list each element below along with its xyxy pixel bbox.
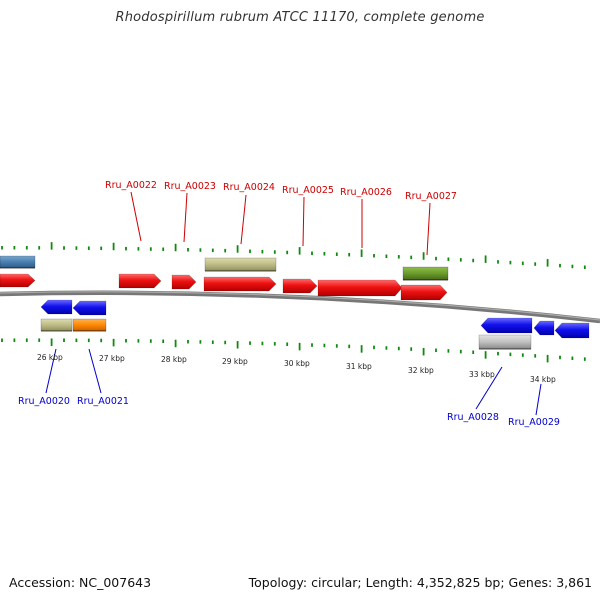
cds-reverse-arrow[interactable] (533, 320, 555, 336)
feature-block-gray[interactable] (478, 334, 532, 350)
kbp-label: 30 kbp (284, 359, 310, 368)
feature-block-orange[interactable] (72, 318, 107, 332)
genome-title: Rhodospirillum rubrum ATCC 11170, comple… (115, 10, 485, 25)
cds-forward-arrow[interactable] (0, 273, 36, 288)
cds-forward-arrow[interactable] (317, 279, 403, 297)
label-leader-line (130, 191, 142, 242)
genome-info-label: Topology: circular; Length: 4,352,825 bp… (248, 575, 592, 590)
label-leader-line (302, 196, 305, 247)
cds-forward-arrow[interactable] (282, 278, 318, 294)
gene-label-forward[interactable]: Rru_A0027 (405, 191, 457, 202)
cds-forward-arrow[interactable] (118, 273, 162, 289)
accession-label: Accession: NC_007643 (9, 575, 152, 590)
gene-label-forward[interactable]: Rru_A0025 (282, 185, 334, 196)
upper-scale-ticks (1, 242, 586, 269)
label-leader-line (426, 202, 431, 256)
gene-label-forward[interactable]: Rru_A0026 (340, 187, 392, 198)
label-leader-line (535, 383, 542, 416)
feature-track (0, 255, 590, 350)
kbp-label: 29 kbp (222, 357, 248, 366)
gene-label-reverse[interactable]: Rru_A0028 (447, 412, 499, 423)
cds-reverse-arrow[interactable] (40, 299, 73, 315)
label-leader-line (475, 366, 503, 410)
label-leader-line (240, 194, 247, 245)
gene-label-leaders (45, 191, 542, 416)
kbp-label: 31 kbp (346, 362, 372, 371)
gene-label-forward[interactable]: Rru_A0023 (164, 181, 216, 192)
kbp-label: 33 kbp (469, 370, 495, 379)
kbp-label: 34 kbp (530, 375, 556, 384)
kbp-label: 27 kbp (99, 354, 125, 363)
gene-label-reverse[interactable]: Rru_A0029 (508, 417, 560, 428)
rna-feature-block[interactable] (40, 318, 73, 332)
cds-reverse-arrow[interactable] (480, 317, 533, 334)
kbp-label: 26 kbp (37, 353, 63, 362)
label-leader-line (45, 348, 57, 394)
cds-forward-arrow[interactable] (400, 284, 448, 301)
feature-block-green[interactable] (402, 266, 449, 281)
label-leader-line (88, 348, 102, 394)
cds-forward-arrow[interactable] (171, 274, 197, 290)
gene-label-forward[interactable]: Rru_A0024 (223, 182, 275, 193)
feature-block-steelblue[interactable] (0, 255, 36, 269)
rna-feature-block[interactable] (204, 257, 277, 272)
kbp-label: 32 kbp (408, 366, 434, 375)
lower-scale-ticks (1, 338, 586, 363)
cds-reverse-arrow[interactable] (72, 300, 107, 316)
genome-backbone (0, 290, 600, 324)
cds-forward-arrow[interactable] (203, 276, 277, 292)
gene-label-forward[interactable]: Rru_A0022 (105, 180, 157, 191)
genome-backbone-highlight (0, 291, 600, 321)
gene-label-reverse[interactable]: Rru_A0021 (77, 396, 129, 407)
cds-reverse-arrow[interactable] (554, 322, 590, 339)
gene-label-reverse[interactable]: Rru_A0020 (18, 396, 70, 407)
label-leader-line (183, 192, 188, 243)
kbp-label: 28 kbp (161, 355, 187, 364)
